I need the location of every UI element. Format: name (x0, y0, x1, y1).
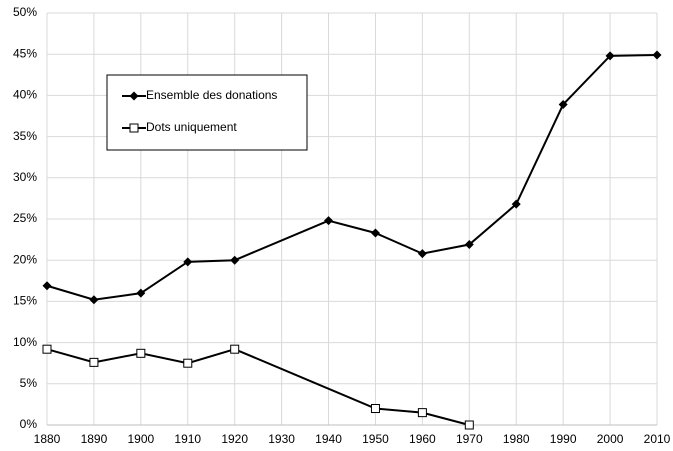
x-tick-label: 1940 (315, 432, 342, 446)
y-tick-label: 45% (13, 46, 37, 60)
legend-label: Dots uniquement (146, 120, 237, 134)
marker (42, 281, 52, 291)
x-tick-label: 1930 (268, 432, 295, 446)
marker (652, 50, 662, 60)
x-tick-label: 1880 (34, 432, 61, 446)
marker (89, 357, 99, 367)
marker (230, 255, 240, 265)
marker (136, 288, 146, 298)
marker (370, 228, 380, 238)
y-tick-label: 15% (13, 294, 37, 308)
y-tick-label: 25% (13, 211, 37, 225)
legend-box (106, 74, 308, 151)
x-tick-label: 1970 (456, 432, 483, 446)
x-tick-label: 2010 (644, 432, 671, 446)
marker (511, 199, 521, 209)
y-tick-label: 40% (13, 88, 37, 102)
marker (417, 408, 427, 418)
legend-label: Ensemble des donations (146, 88, 277, 102)
x-tick-label: 1980 (503, 432, 530, 446)
marker (183, 358, 193, 368)
marker (136, 348, 146, 358)
legend-marker (129, 91, 139, 101)
x-tick-label: 1890 (81, 432, 108, 446)
marker (605, 51, 615, 61)
x-tick-label: 1920 (221, 432, 248, 446)
y-tick-label: 5% (20, 376, 38, 390)
x-tick-label: 1910 (174, 432, 201, 446)
y-tick-label: 35% (13, 129, 37, 143)
marker (183, 257, 193, 267)
x-tick-label: 1900 (127, 432, 154, 446)
marker (42, 344, 52, 354)
marker (464, 240, 474, 250)
legend-marker (129, 123, 139, 133)
marker (230, 344, 240, 354)
marker (324, 216, 334, 226)
marker (370, 404, 380, 414)
y-tick-label: 30% (13, 170, 37, 184)
x-tick-label: 1990 (550, 432, 577, 446)
x-tick-label: 1960 (409, 432, 436, 446)
series-line (46, 348, 470, 426)
marker (417, 249, 427, 259)
y-tick-label: 10% (13, 335, 37, 349)
marker (89, 295, 99, 305)
marker (464, 420, 474, 430)
legend: Ensemble des donations Dots uniquement (106, 74, 308, 151)
y-tick-label: 50% (13, 5, 37, 19)
x-tick-label: 1950 (362, 432, 389, 446)
y-tick-label: 0% (20, 417, 38, 431)
y-tick-label: 20% (13, 252, 37, 266)
marker (558, 99, 568, 109)
x-tick-label: 2000 (597, 432, 624, 446)
